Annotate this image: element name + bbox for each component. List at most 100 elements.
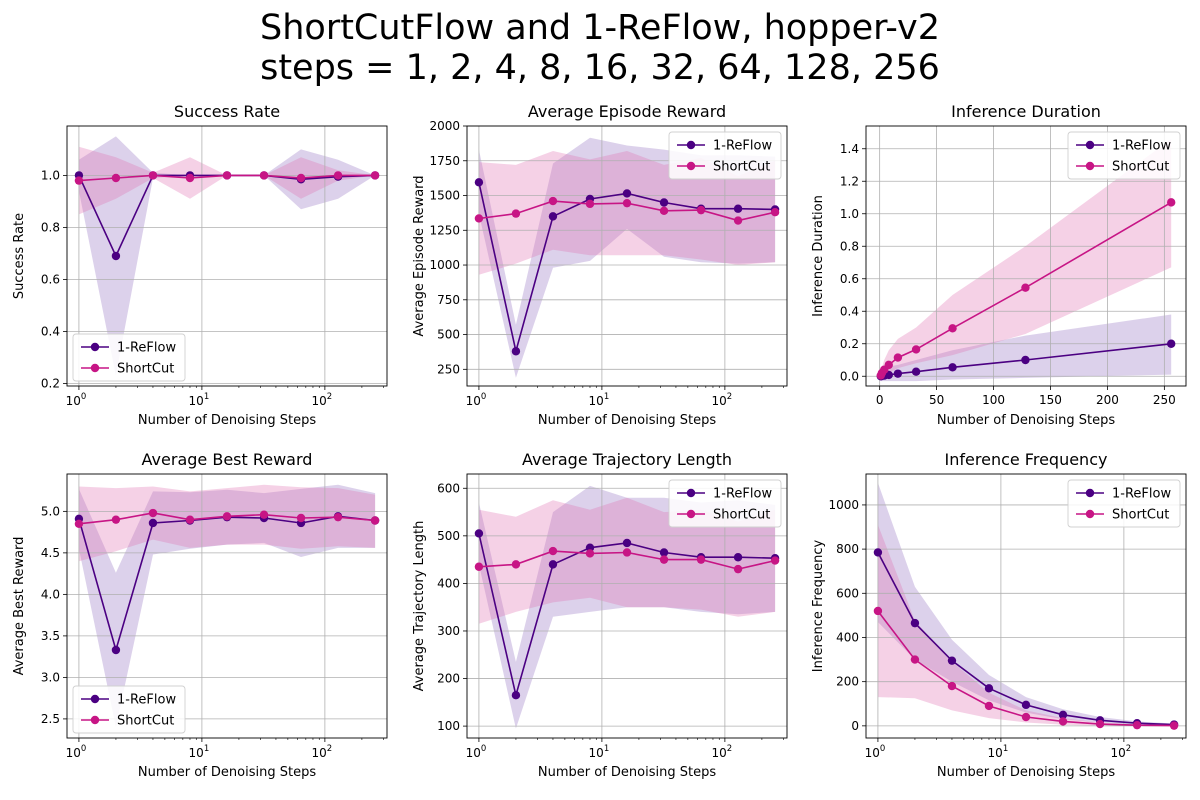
inference-frequency-x-tick-label: 101 <box>988 744 1009 760</box>
figure-title: ShortCutFlow and 1-ReFlow, hopper-v2 ste… <box>0 8 1200 88</box>
average-best-reward-chart: 100 101 102 2.5 3.0 3.5 4.0 4.5 5.0 Average Best … <box>12 450 388 780</box>
success-rate-y-tick-label: 0.6 <box>41 272 60 286</box>
inference-frequency-legend-1-reflow-label: 1-ReFlow <box>1112 487 1171 502</box>
success-rate-plot-frame <box>66 125 388 387</box>
average-best-reward-legend-shortcut-marker <box>90 715 100 725</box>
inference-duration-shortcut-point <box>893 353 903 362</box>
average-episode-reward-shortcut-point <box>770 208 780 217</box>
inference-duration-y-tick-label: 0.4 <box>840 304 859 318</box>
average-trajectory-length-x-tick-label: 102 <box>712 744 733 760</box>
average-best-reward-title: Average Best Reward <box>142 450 313 469</box>
average-episode-reward-1-reflow-point <box>622 189 632 198</box>
inference-frequency-shortcut-point <box>947 681 957 691</box>
average-trajectory-length-y-tick-label: 500 <box>437 529 460 543</box>
inference-duration-shortcut-point <box>948 324 957 333</box>
inference-duration-legend-shortcut-label: ShortCut <box>1112 160 1169 175</box>
average-trajectory-length-1-reflow-band <box>478 485 776 729</box>
average-best-reward-y-tick-label: 4.0 <box>41 587 60 601</box>
inference-frequency-x-tick-label: 100 <box>865 744 886 760</box>
success-rate-shortcut-point <box>185 173 195 183</box>
inference-duration-shortcut-point <box>884 360 893 370</box>
inference-duration-y-tick-label: 0.2 <box>840 337 859 351</box>
inference-frequency-1-reflow-point <box>910 618 920 628</box>
average-episode-reward-shortcut-point <box>585 199 595 209</box>
inference-frequency-legend-box <box>1067 479 1181 528</box>
average-episode-reward-x-tick-label: 101 <box>589 392 610 408</box>
average-trajectory-length-x-tick-label: 101 <box>589 744 610 760</box>
inference-duration-x-tick-label: 50 <box>929 393 944 407</box>
average-trajectory-length-legend-1-reflow-label: 1-ReFlow <box>713 487 772 502</box>
average-trajectory-length-x-tick-label: 100 <box>466 744 487 760</box>
average-trajectory-length-y-tick-label: 200 <box>437 672 460 686</box>
success-rate-shortcut-point <box>111 173 121 183</box>
average-best-reward-x-axis-label: Number of Denoising Steps <box>138 765 316 780</box>
success-rate-shortcut-point <box>333 171 343 180</box>
inference-duration-y-axis-label: Inference Duration <box>811 195 826 317</box>
average-best-reward-shortcut-point <box>74 519 84 529</box>
average-trajectory-length-legend-shortcut-label: ShortCut <box>713 508 770 523</box>
average-episode-reward-y-tick-label: 1000 <box>429 258 460 272</box>
inference-frequency-y-tick-label: 400 <box>836 630 859 644</box>
average-episode-reward-y-tick-label: 1750 <box>429 154 460 168</box>
average-episode-reward-y-axis-label: Average Episode Reward <box>412 175 427 336</box>
average-episode-reward-shortcut-point <box>511 209 521 218</box>
average-best-reward-y-tick-label: 4.5 <box>41 546 60 560</box>
average-trajectory-length-y-tick-label: 100 <box>437 719 460 733</box>
average-episode-reward-y-tick-label: 500 <box>437 328 460 342</box>
success-rate-1-reflow-band <box>78 136 376 376</box>
inference-duration-title: Inference Duration <box>951 102 1101 121</box>
average-best-reward-x-tick-label: 100 <box>66 744 87 760</box>
average-episode-reward-title: Average Episode Reward <box>528 102 726 121</box>
inference-duration-x-tick-label: 100 <box>982 393 1005 407</box>
average-best-reward-shortcut-point <box>148 508 158 518</box>
inference-frequency-legend-shortcut-label: ShortCut <box>1112 508 1169 523</box>
average-best-reward-shortcut-point <box>111 515 121 524</box>
average-trajectory-length-legend-shortcut-marker <box>686 509 696 519</box>
inference-duration-legend-1-reflow-marker <box>1085 140 1095 150</box>
success-rate-legend-shortcut-marker <box>90 363 100 373</box>
success-rate-title: Success Rate <box>174 102 280 121</box>
average-trajectory-length-y-tick-label: 300 <box>437 624 460 638</box>
average-trajectory-length-shortcut-point <box>548 546 558 556</box>
average-episode-reward-y-tick-label: 1500 <box>429 189 460 203</box>
average-episode-reward-shortcut-point <box>548 196 558 206</box>
average-episode-reward-y-tick-label: 750 <box>437 293 460 307</box>
inference-duration-x-tick-label: 150 <box>1039 393 1062 407</box>
average-episode-reward-shortcut-point <box>733 216 743 225</box>
average-trajectory-length-shortcut-point <box>474 562 484 571</box>
average-trajectory-length-x-axis-label: Number of Denoising Steps <box>538 765 716 780</box>
success-rate-shortcut-point <box>222 171 232 180</box>
average-episode-reward-legend-1-reflow-marker <box>686 140 696 150</box>
average-episode-reward-1-reflow-point <box>733 204 743 213</box>
average-episode-reward-shortcut-point <box>622 198 632 208</box>
inference-frequency-1-reflow-point <box>947 656 957 665</box>
inference-duration-1-reflow-point <box>948 363 957 372</box>
inference-frequency-y-tick-label: 800 <box>836 542 859 556</box>
inference-frequency-chart: 100 101 102 0 200 400 600 800 1000 Inference Freq… <box>811 450 1187 780</box>
success-rate-y-tick-label: 0.8 <box>41 220 60 234</box>
average-episode-reward-1-reflow-point <box>659 198 669 207</box>
average-trajectory-length-title: Average Trajectory Length <box>522 450 732 469</box>
average-trajectory-length-1-reflow-point <box>622 538 632 548</box>
average-best-reward-plot-frame <box>66 473 388 739</box>
inference-frequency-x-axis-label: Number of Denoising Steps <box>937 765 1115 780</box>
success-rate-legend-1-reflow-marker <box>90 342 100 352</box>
average-episode-reward-chart: 100 101 102 250 500 750 1000 1250 1500 1750 2000 Av… <box>412 102 788 428</box>
figure-title-line-1: ShortCutFlow and 1-ReFlow, hopper-v2 <box>260 8 940 48</box>
average-best-reward-x-tick-label: 101 <box>189 744 210 760</box>
inference-duration-y-tick-label: 0.0 <box>840 369 859 383</box>
inference-frequency-shortcut-point <box>1021 712 1031 722</box>
success-rate-legend-1-reflow-label: 1-ReFlow <box>117 341 176 356</box>
success-rate-shortcut-band <box>78 146 376 215</box>
inference-duration-1-reflow-point <box>1021 355 1030 365</box>
average-episode-reward-shortcut-point <box>474 214 484 223</box>
average-episode-reward-y-tick-label: 250 <box>437 362 460 376</box>
inference-duration-y-tick-label: 0.6 <box>840 272 859 286</box>
average-episode-reward-1-reflow-point <box>548 212 558 221</box>
average-best-reward-shortcut-point <box>185 515 195 524</box>
inference-frequency-1-reflow-point <box>984 684 994 693</box>
average-best-reward-1-reflow-point <box>148 518 158 528</box>
success-rate-shortcut-point <box>74 176 84 185</box>
average-episode-reward-plot-frame <box>466 125 788 387</box>
